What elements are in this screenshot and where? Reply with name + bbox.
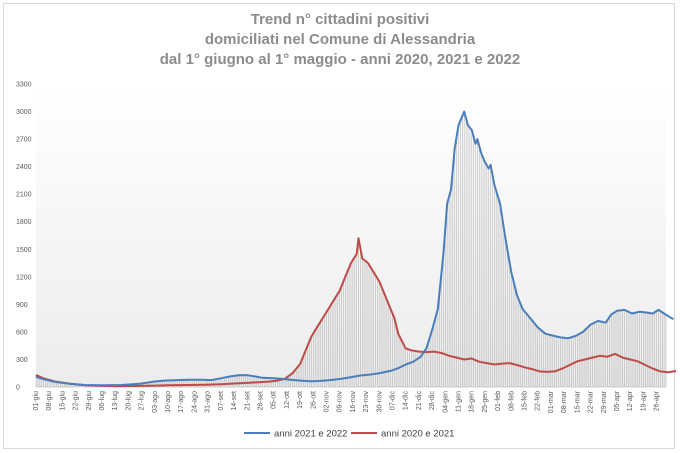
y-tick-label: 1200 [16,274,32,281]
y-tick-label: 0 [16,385,20,392]
y-tick-label: 600 [16,329,28,336]
x-tick-label: 09-nov [337,391,344,413]
chart-svg: 0 300 600 900 1200 1500 1800 2100 2400 2700 3000 33… [16,82,676,440]
x-tick-label: 01-giu [33,391,40,411]
chart-title-line-1: Trend n° cittadini positivi [250,11,430,28]
x-tick-label: 01-feb [495,391,502,411]
x-tick-label: 22-feb [535,391,542,411]
legend-label: anni 2021 e 2022 [274,429,347,440]
x-tick-label: 30-nov [376,391,383,413]
x-tick-label: 16-nov [350,391,357,413]
x-tick-label: 31-ago [205,391,212,413]
y-tick-label: 2100 [16,192,32,199]
x-tick-label: 07-set [218,391,225,411]
x-tick-label: 25-gen [482,391,489,413]
x-tick-label: 21-set [244,391,251,411]
legend-label: anni 2020 e 2021 [381,429,454,440]
x-tick-label: 26-apr [654,390,661,411]
y-axis: 0 300 600 900 1200 1500 1800 2100 2400 2700 3000 33… [16,82,32,392]
x-tick-label: 12-ott [284,391,291,409]
y-tick-label: 1800 [16,219,32,226]
chart-frame: Trend n° cittadini positivi domiciliati … [3,3,676,449]
x-tick-label: 12-apr [627,390,634,411]
x-axis: 01-giu 08-giu 15-giu 22-giu 29-giu 06-lug 13-l… [33,386,666,413]
series-line-anni-2020-e-2021 [35,237,676,388]
y-tick-label: 3300 [16,82,32,89]
chart-title-line-2: domiciliati nel Comune di Alessandria [204,31,476,48]
x-tick-label: 28-set [257,391,264,411]
x-tick-label: 01-mar [548,390,555,413]
chart-title-line-3: dal 1° giugno al 1° maggio - anni 2020, … [159,51,521,68]
x-tick-label: 29-mar [601,390,608,413]
x-tick-label: 17-ago [178,391,185,413]
y-tick-label: 1500 [16,247,32,254]
x-tick-label: 22-mar [588,390,595,413]
x-tick-label: 22-giu [73,391,80,411]
x-tick-label: 29-giu [86,391,93,411]
y-tick-label: 900 [16,302,28,309]
x-tick-label: 23-nov [363,391,370,413]
x-tick-label: 11-gen [456,391,463,412]
x-tick-label: 15-giu [59,391,66,411]
x-tick-label: 15-feb [522,391,529,411]
x-tick-label: 21-dic [416,391,423,411]
y-tick-label: 300 [16,357,28,364]
x-tick-label: 04-gen [442,391,449,413]
x-tick-label: 08-giu [46,391,53,411]
y-tick-label: 3000 [16,109,32,116]
y-tick-label: 2400 [16,164,32,171]
x-tick-label: 13-lug [112,391,119,411]
x-tick-label: 05-ott [271,391,278,409]
x-tick-label: 20-lug [125,391,132,411]
legend: anni 2021 e 2022 anni 2020 e 2021 [244,429,454,440]
x-tick-label: 24-ago [191,391,198,413]
x-tick-label: 15-mar [574,390,581,413]
y-tick-label: 2700 [16,137,32,144]
x-tick-label: 19-apr [640,390,647,411]
chart-title: Trend n° cittadini positivi domiciliati … [4,10,676,70]
x-tick-label: 14-dic [403,391,410,411]
x-tick-label: 08-feb [508,391,515,411]
series-line-anni-2021-e-2022 [35,110,674,387]
x-tick-label: 02-nov [323,391,330,413]
x-tick-label: 07-dic [389,391,396,411]
x-tick-label: 19-ott [297,391,304,409]
x-tick-label: 08-mar [561,390,568,413]
x-tick-label: 14-set [231,391,238,411]
x-tick-label: 27-lug [139,391,146,411]
x-tick-label: 26-ott [310,391,317,409]
x-tick-label: 28-dic [429,391,436,411]
x-tick-label: 03-ago [152,391,159,413]
x-tick-label: 10-ago [165,391,172,413]
x-tick-label: 06-lug [99,391,106,411]
x-tick-label: 18-gen [469,391,476,413]
series-group [35,110,676,388]
x-tick-label: 05-apr [614,390,621,411]
